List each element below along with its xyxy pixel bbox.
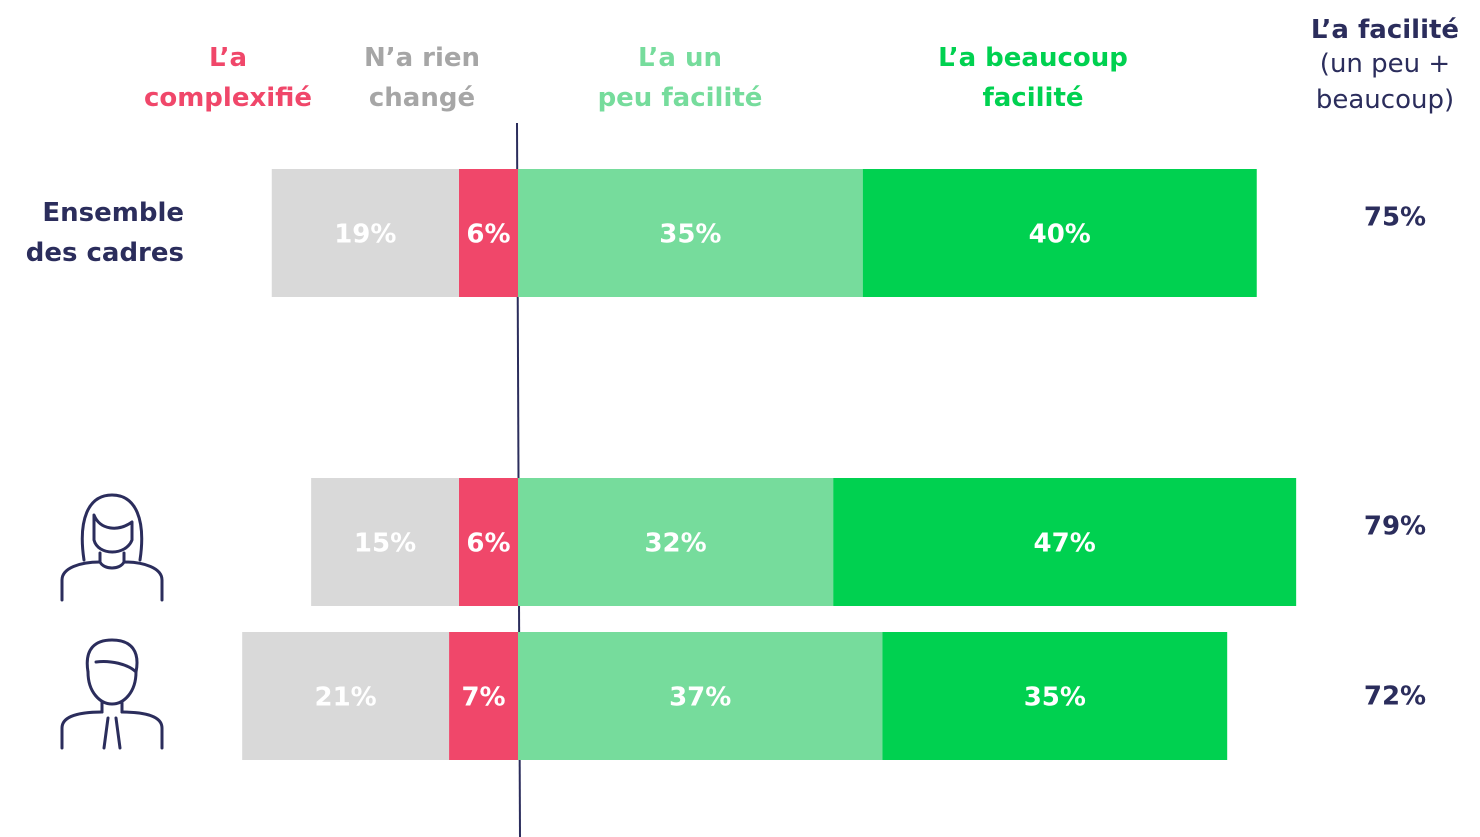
value-label: 21% (315, 683, 377, 713)
total-label: 75% (1364, 203, 1426, 233)
totals-title: L’a facilité (1310, 15, 1460, 45)
bar-segment (449, 632, 518, 760)
total-label: 79% (1364, 512, 1426, 542)
value-label: 6% (466, 529, 510, 559)
value-label: 35% (1024, 683, 1086, 713)
bar-segment (862, 169, 1257, 297)
legend-label: L’a beaucoup facilité (938, 43, 1128, 113)
bar-segment (458, 478, 518, 606)
total-label: 72% (1364, 682, 1426, 712)
value-label: 15% (354, 529, 416, 559)
legend-label: L’a un peu facilité (597, 43, 763, 113)
value-label: 37% (669, 683, 731, 713)
value-label: 40% (1029, 220, 1091, 250)
woman-icon (60, 493, 164, 602)
bar-segment (518, 632, 883, 760)
bar-segment (242, 632, 450, 760)
value-label: 7% (461, 683, 505, 713)
value-label: 47% (1034, 529, 1096, 559)
value-label: 35% (659, 220, 721, 250)
bar-segment (458, 169, 518, 297)
value-label: 6% (466, 220, 510, 250)
bar-segment (518, 169, 863, 297)
legend-label: L’a complexifié (143, 43, 313, 113)
man-icon (60, 638, 164, 750)
category-label: Ensemble des cadres (25, 198, 184, 268)
legend-label: N’a rien changé (363, 43, 481, 113)
totals-subtitle: (un peu + beaucoup) (1315, 49, 1455, 115)
bar-segment (271, 169, 459, 297)
value-label: 19% (334, 220, 396, 250)
bar-segment (882, 632, 1228, 760)
bar-segment (518, 478, 834, 606)
bar-segment (833, 478, 1297, 606)
value-label: 32% (644, 529, 706, 559)
bar-segment (311, 478, 459, 606)
